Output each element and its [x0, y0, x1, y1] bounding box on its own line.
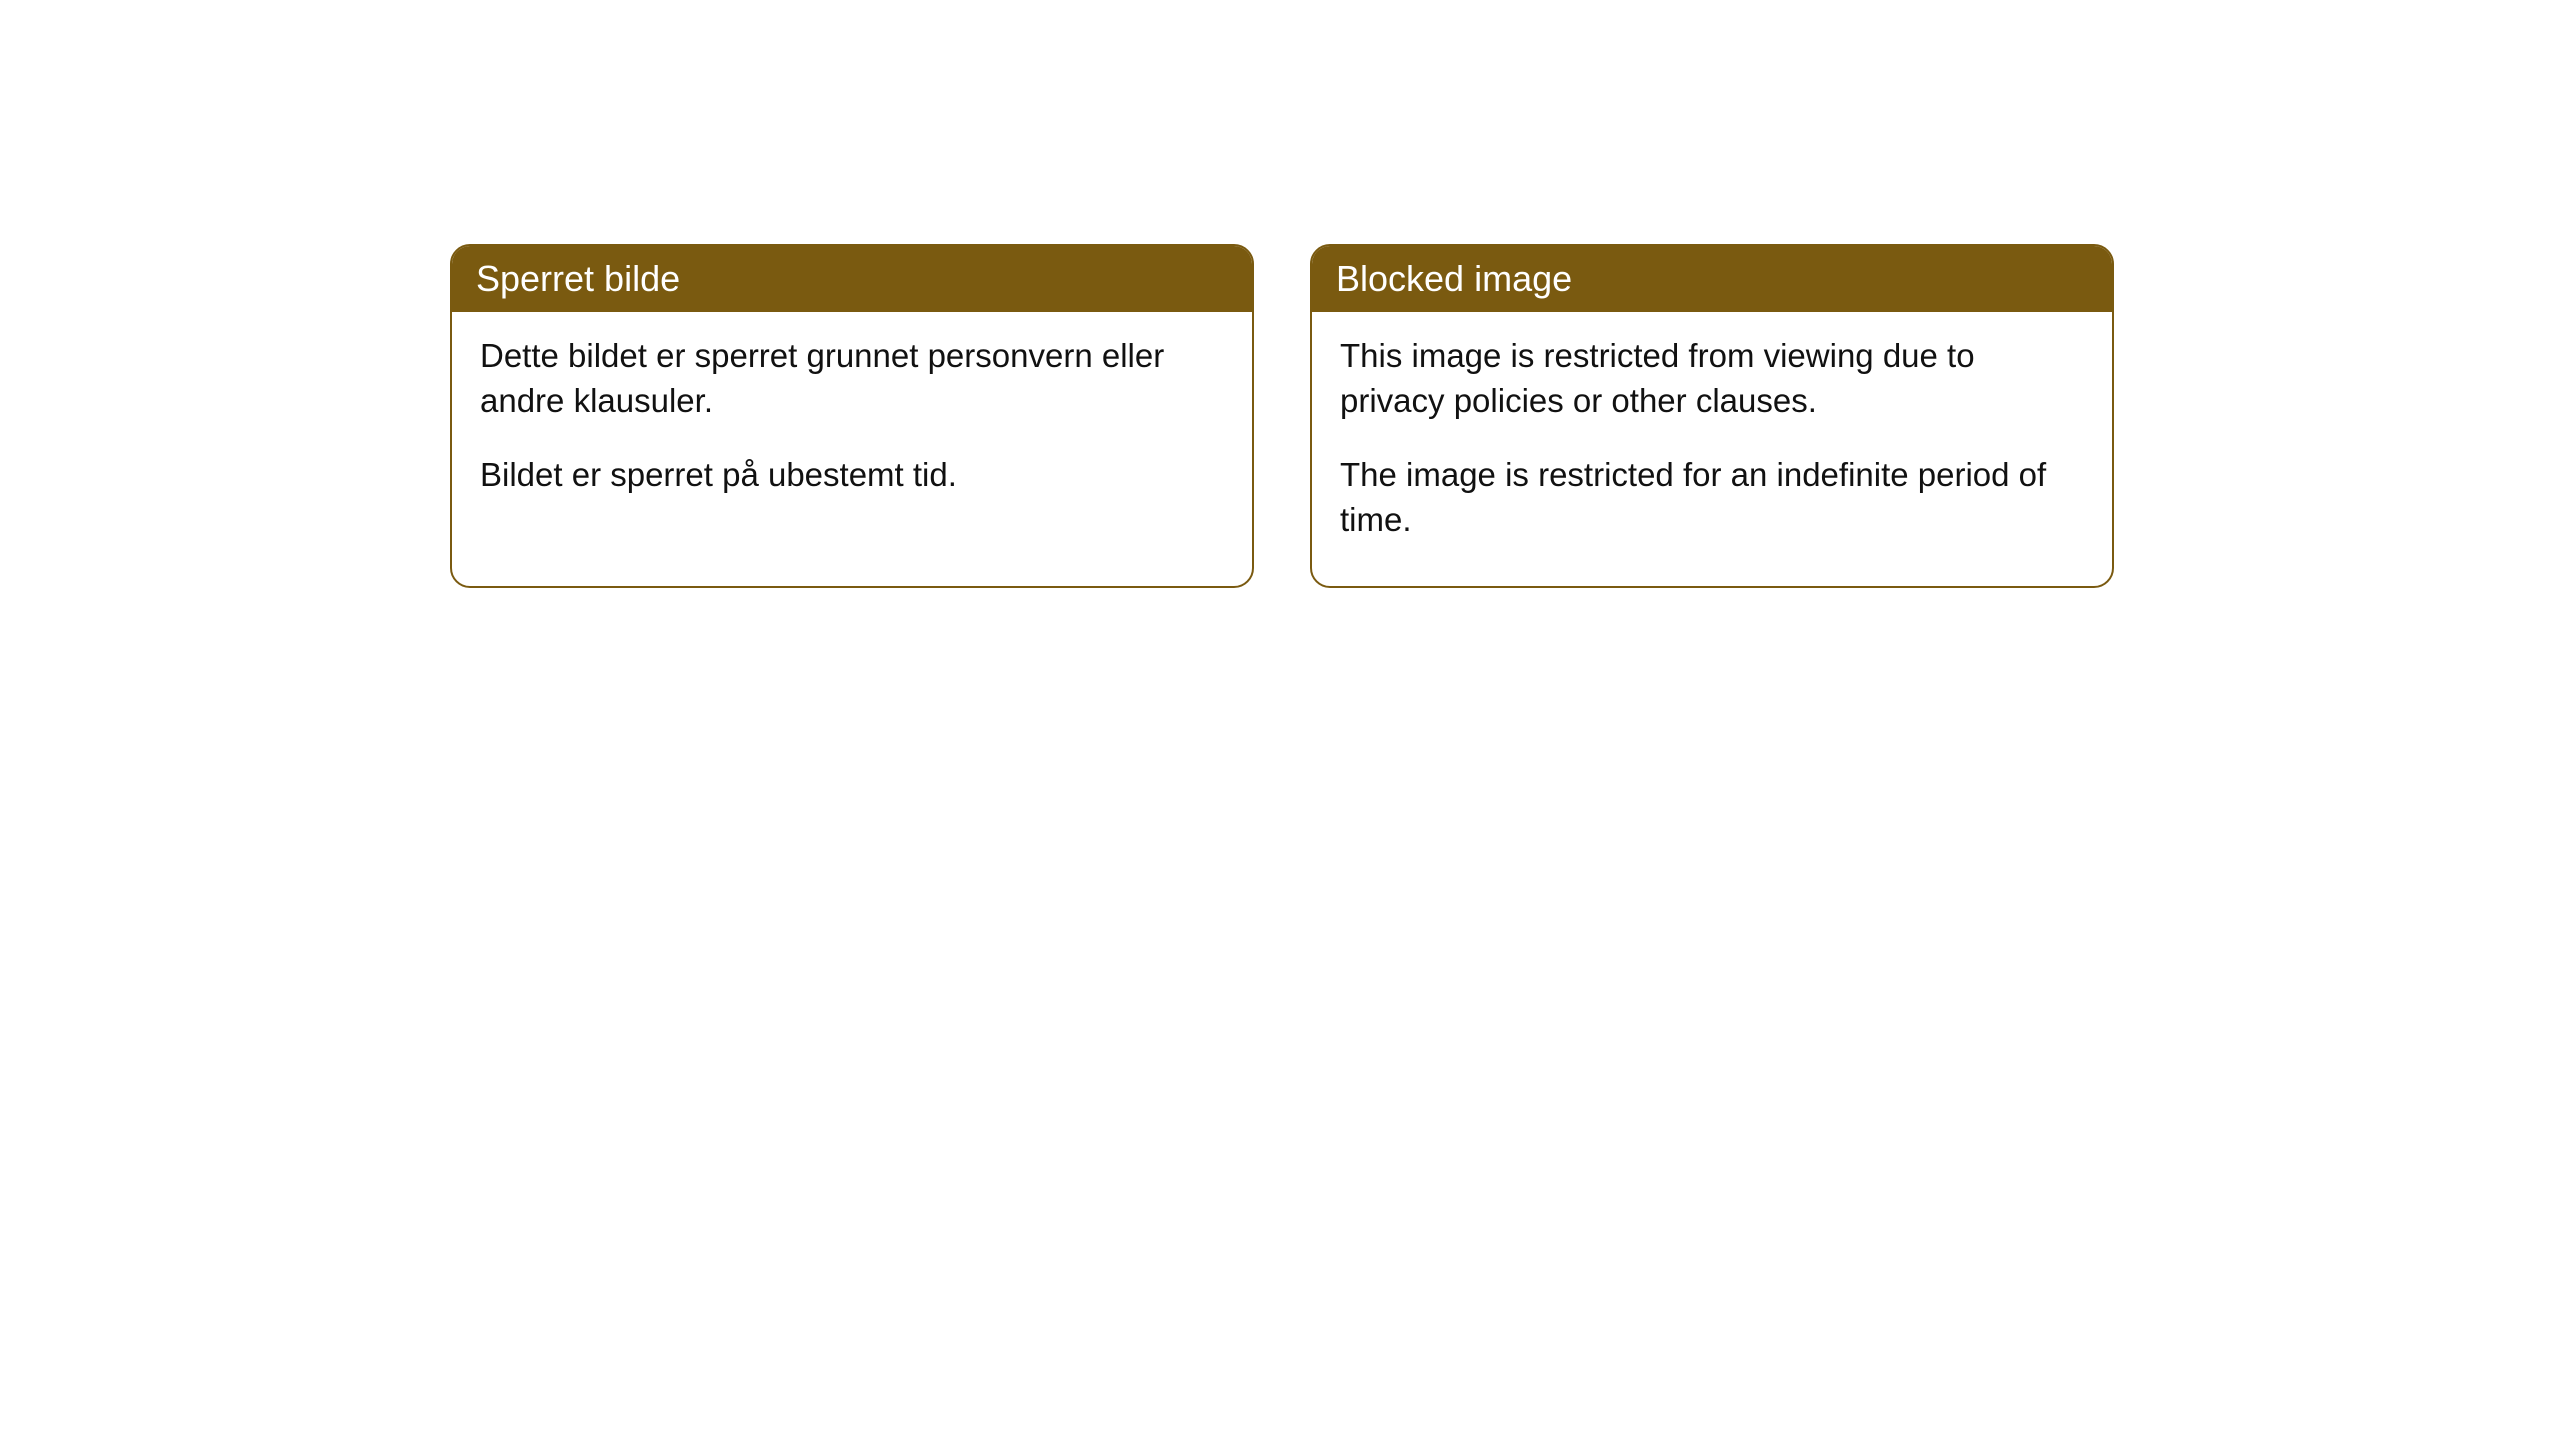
card-paragraph: Dette bildet er sperret grunnet personve… — [480, 334, 1224, 423]
card-title-english: Blocked image — [1312, 246, 2112, 312]
card-body-english: This image is restricted from viewing du… — [1312, 312, 2112, 586]
notice-cards-container: Sperret bilde Dette bildet er sperret gr… — [450, 244, 2114, 588]
notice-card-norwegian: Sperret bilde Dette bildet er sperret gr… — [450, 244, 1254, 588]
card-body-norwegian: Dette bildet er sperret grunnet personve… — [452, 312, 1252, 542]
card-paragraph: Bildet er sperret på ubestemt tid. — [480, 453, 1224, 498]
card-paragraph: The image is restricted for an indefinit… — [1340, 453, 2084, 542]
card-title-norwegian: Sperret bilde — [452, 246, 1252, 312]
notice-card-english: Blocked image This image is restricted f… — [1310, 244, 2114, 588]
card-paragraph: This image is restricted from viewing du… — [1340, 334, 2084, 423]
